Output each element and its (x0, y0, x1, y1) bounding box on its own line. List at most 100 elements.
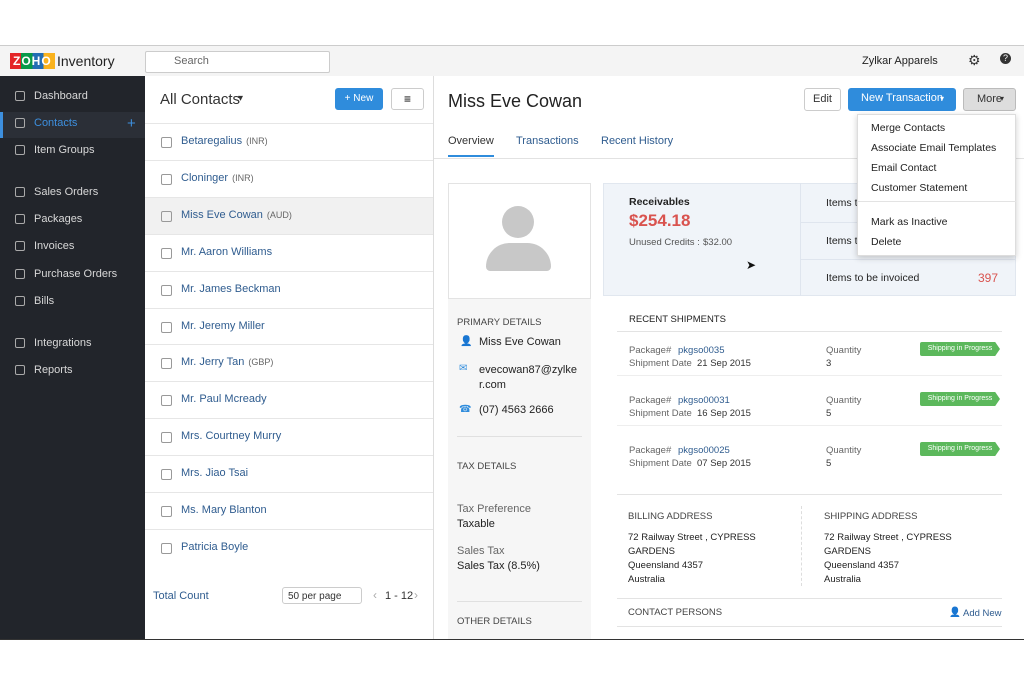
menu-item[interactable]: Email Contact (871, 162, 937, 174)
add-new-link[interactable]: 👤 (949, 607, 961, 618)
help-icon[interactable]: ? (1000, 53, 1011, 64)
nav-icon (15, 365, 25, 375)
shipment-date: 21 Sep 2015 (697, 358, 751, 369)
contact-row[interactable] (145, 381, 433, 418)
tab[interactable]: Overview (448, 135, 494, 157)
nav-icon (15, 187, 25, 197)
items-label: Items to be invoiced (826, 272, 920, 284)
tab[interactable]: Transactions (516, 135, 579, 147)
pager-next[interactable]: › (414, 588, 418, 602)
contact-name[interactable]: Mr. Aaron Williams (181, 246, 272, 258)
contact-name-text: Ms. Mary Blanton (181, 504, 267, 516)
contact-name[interactable]: Ms. Mary Blanton (181, 504, 267, 516)
nav-item[interactable]: Item Groups (34, 144, 95, 156)
search-placeholder: Search (174, 55, 209, 67)
section-heading: PRIMARY DETAILS (457, 317, 542, 328)
org-name[interactable]: Zylkar Apparels (862, 55, 938, 67)
nav-item[interactable]: Dashboard (34, 90, 88, 102)
box-divider (800, 183, 801, 296)
field-label: Tax Preference (457, 503, 531, 515)
menu-item[interactable]: Merge Contacts (871, 122, 946, 134)
nav-item[interactable]: Purchase Orders (34, 268, 118, 280)
person-icon: 👤 (460, 336, 473, 347)
contact-name[interactable]: Betaregalius (INR) (181, 135, 268, 147)
nav-item[interactable]: Sales Orders (34, 186, 99, 198)
contact-name-text: Mrs. Jiao Tsai (181, 467, 249, 480)
menu-item[interactable]: Associate Email Templates (871, 142, 997, 154)
heading-rule (617, 494, 1002, 495)
nav-item[interactable]: Reports (34, 364, 73, 376)
contact-currency: (GBP) (248, 357, 274, 368)
contact-currency: (AUD) (266, 209, 292, 220)
tab[interactable]: Recent History (601, 135, 674, 147)
search-box[interactable] (145, 51, 330, 73)
contact-name[interactable]: Miss Eve Cowan (AUD) (181, 209, 292, 221)
list-menu-button[interactable]: ≡ (391, 88, 424, 110)
contact-name-text: Cloninger (181, 171, 229, 184)
contact-row[interactable] (145, 123, 433, 160)
nav-icon (15, 91, 25, 101)
section-divider (457, 601, 582, 602)
checkbox (161, 137, 172, 148)
menu-item[interactable]: Mark as Inactive (871, 216, 948, 228)
action-button[interactable]: New Transaction (848, 88, 956, 111)
contact-name[interactable]: Mrs. Jiao Tsai (181, 467, 248, 479)
contact-name[interactable]: Mr. Paul Mcready (181, 393, 267, 405)
app-name[interactable]: Inventory (57, 53, 115, 69)
list-title[interactable]: All Contacts (160, 91, 241, 108)
contact-name[interactable]: Mrs. Courtney Murry (181, 430, 281, 442)
contact-row[interactable] (145, 307, 433, 345)
checkbox (161, 506, 172, 517)
contact-name[interactable]: Cloninger (INR) (181, 172, 254, 184)
contact-row[interactable] (145, 344, 433, 381)
contact-row[interactable] (145, 492, 433, 529)
contact-row[interactable] (145, 418, 433, 455)
status-badge: Shipping in Progress (920, 342, 1000, 356)
nav-item[interactable]: Contacts (34, 117, 78, 129)
field-label: Shipment Date (629, 358, 692, 369)
section-heading: RECENT SHIPMENTS (629, 314, 726, 325)
field-label: Quantity (826, 395, 862, 406)
nav-icon (15, 296, 25, 306)
shipment-date: 16 Sep 2015 (697, 408, 751, 419)
logo[interactable]: ZOHO (10, 53, 55, 69)
contact-name[interactable]: Patricia Boyle (181, 541, 248, 553)
settings-icon[interactable]: ⚙ (968, 52, 981, 68)
contact-row[interactable] (145, 455, 433, 492)
contact-name-text: Betaregalius (181, 135, 243, 147)
nav-item[interactable]: Invoices (34, 240, 75, 252)
contact-name[interactable]: Mr. Jeremy Miller (181, 320, 265, 332)
contact-row[interactable] (145, 270, 433, 308)
contact-name-text: Patricia Boyle (181, 540, 249, 553)
heading-rule (617, 626, 1002, 627)
action-button[interactable]: Edit (804, 88, 841, 111)
add-contact[interactable]: + (127, 115, 136, 132)
contact-row[interactable] (145, 233, 433, 271)
package-link[interactable]: pkgso00025 (678, 445, 730, 456)
package-link[interactable]: pkgso0035 (678, 345, 725, 356)
section-heading: TAX DETAILS (457, 461, 517, 472)
nav-item[interactable]: Integrations (34, 337, 92, 349)
contact-name[interactable]: Mr. James Beckman (181, 283, 281, 295)
menu-item[interactable]: Delete (871, 236, 902, 248)
contact-row[interactable] (145, 196, 433, 234)
nav-icon (15, 145, 25, 155)
new-button[interactable]: + New (335, 88, 383, 110)
contact-row[interactable] (145, 159, 433, 197)
contact-name-text: Mr. Paul Mcready (181, 393, 267, 406)
menu-item[interactable]: Customer Statement (871, 182, 968, 194)
nav-item[interactable]: Packages (34, 213, 83, 225)
package-link[interactable]: pkgso00031 (678, 395, 730, 406)
contact-row[interactable] (145, 528, 433, 566)
heading-rule (617, 598, 1002, 599)
per-page-select[interactable] (282, 587, 362, 604)
contact-name[interactable]: Mr. Jerry Tan (GBP) (181, 356, 273, 368)
contact-name-text: Mr. Aaron Williams (181, 245, 273, 258)
pager-prev[interactable]: ‹ (373, 588, 377, 602)
cursor: ➤ (746, 258, 757, 272)
action-button[interactable]: More (963, 88, 1016, 111)
nav-item[interactable]: Bills (34, 295, 55, 307)
add-new-label[interactable]: Add New (963, 608, 1002, 619)
new-label: New (353, 93, 374, 104)
